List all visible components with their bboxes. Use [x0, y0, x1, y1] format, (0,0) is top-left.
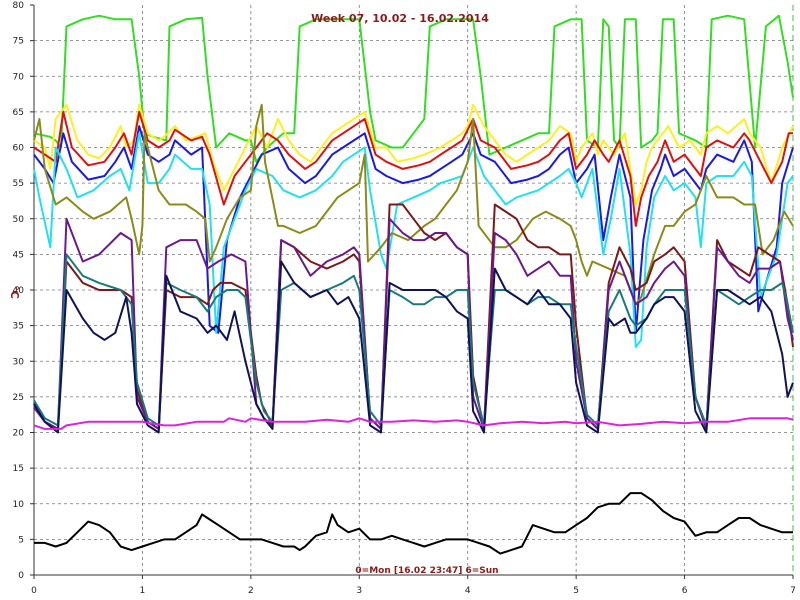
series-line-11: [33, 417, 794, 430]
x-tick-label: 0: [31, 586, 37, 596]
series-line-4: [33, 125, 794, 334]
series-line-12: [34, 492, 793, 555]
y-tick-label: 10: [13, 500, 25, 510]
series-line-8: [33, 217, 794, 430]
chart-title: Week 07, 10.02 - 16.02.2014: [311, 12, 489, 25]
y-tick-label: 75: [13, 37, 24, 47]
y-tick-label: 5: [18, 535, 24, 545]
y-tick-label: 45: [13, 250, 24, 260]
axes: [30, 4, 794, 579]
x-tick-label: 3: [356, 586, 362, 596]
y-tick-label: 65: [13, 108, 24, 118]
y-tick-label: 35: [13, 322, 24, 332]
y-tick-label: 60: [13, 144, 25, 154]
series-line-3: [33, 110, 793, 227]
x-tick-label: 7: [790, 586, 796, 596]
series-line-5: [33, 132, 794, 348]
x-tick-label: 5: [573, 586, 579, 596]
y-tick-label: 30: [13, 357, 25, 367]
series-line-6: [33, 103, 794, 306]
x-tick-label: 2: [248, 586, 254, 596]
series-line-7: [33, 203, 794, 430]
y-tick-label: 0: [18, 571, 24, 581]
series-line-2: [33, 103, 794, 206]
series-line-10: [33, 260, 794, 434]
x-tick-label: 6: [682, 586, 688, 596]
x-tick-label: 1: [140, 586, 146, 596]
chart-footer: 0=Mon [16.02 23:47] 6=Sun: [355, 566, 498, 576]
series-line-1: [33, 14, 794, 163]
y-tick-label: 15: [13, 464, 24, 474]
series-lines: [33, 14, 794, 555]
y-tick-label: 80: [13, 1, 25, 11]
y-axis-label: °C: [8, 285, 21, 299]
y-tick-label: 55: [13, 179, 24, 189]
y-tick-label: 25: [13, 393, 24, 403]
y-tick-label: 50: [13, 215, 25, 225]
series-line-9: [33, 253, 794, 427]
x-tick-label: 4: [465, 586, 471, 596]
y-tick-label: 20: [13, 429, 25, 439]
y-tick-label: 40: [13, 286, 25, 296]
y-tick-label: 70: [13, 72, 25, 82]
